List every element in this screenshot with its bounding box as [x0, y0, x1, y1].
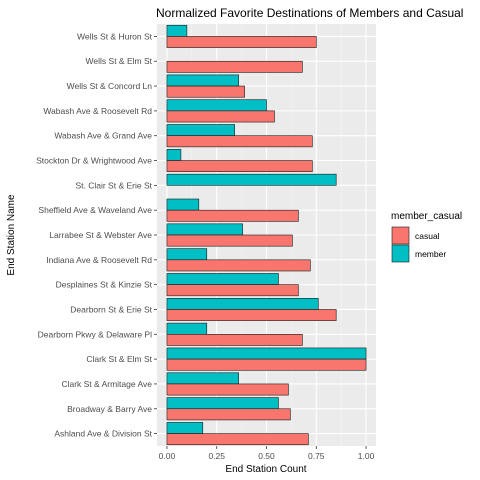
- bar-casual: [166, 284, 299, 297]
- bar-member: [166, 223, 243, 236]
- x-tick-label: 0.75: [308, 451, 325, 461]
- bar-member: [166, 372, 239, 385]
- y-tick-label: Wells St & Elm St: [86, 56, 153, 66]
- bar-member: [166, 24, 188, 37]
- bar-member: [166, 198, 200, 211]
- bar-member: [166, 322, 208, 335]
- bar-casual: [166, 408, 291, 421]
- bar-casual: [166, 135, 313, 148]
- x-tick-label: 0.25: [208, 451, 225, 461]
- bar-casual: [166, 309, 337, 321]
- x-axis-title: End Station Count: [225, 464, 306, 475]
- bar-casual: [166, 234, 293, 247]
- bar-casual: [166, 60, 303, 73]
- bar-casual: [166, 110, 275, 123]
- bars: [166, 24, 367, 446]
- bar-casual: [166, 333, 303, 346]
- x-tick-label: 0.00: [159, 451, 176, 461]
- bar-casual: [166, 160, 313, 173]
- y-tick-label: Broadway & Barry Ave: [67, 404, 152, 414]
- bar-member: [166, 273, 279, 285]
- y-tick-label: Desplaines St & Kinzie St: [56, 280, 153, 290]
- y-tick-label: Larrabee St & Webster Ave: [49, 230, 152, 240]
- y-tick-label: Sheffield Ave & Waveland Ave: [38, 205, 152, 215]
- y-tick-label: Ashland Ave & Division St: [54, 429, 152, 439]
- bar-casual: [166, 383, 289, 396]
- bar-casual: [166, 259, 311, 272]
- bar-member: [166, 422, 204, 434]
- y-tick-label: Wells St & Huron St: [77, 31, 153, 41]
- chart-title: Normalized Favorite Destinations of Memb…: [156, 6, 463, 20]
- y-tick-label: Dearborn Pkwy & Delaware Pl: [38, 329, 152, 339]
- bar-member: [166, 347, 367, 360]
- bar-member: [166, 74, 239, 87]
- bar-casual: [166, 358, 367, 371]
- bar-member: [166, 99, 267, 112]
- y-axis-title: End Station Name: [6, 194, 17, 276]
- y-tick-label: Wabash Ave & Grand Ave: [54, 131, 152, 141]
- bar-member: [166, 297, 319, 310]
- y-tick-label: Dearborn St & Erie St: [70, 304, 152, 314]
- bar-member: [166, 124, 235, 137]
- bar-member: [166, 149, 182, 161]
- legend-key-casual: [391, 226, 410, 245]
- y-tick-label: Indiana Ave & Roosevelt Rd: [46, 255, 152, 265]
- y-tick-label: St. Clair St & Erie St: [75, 180, 152, 190]
- bar-casual: [166, 85, 245, 98]
- y-tick-label: Stockton Dr & Wrightwood Ave: [36, 156, 152, 166]
- legend: member_casual casual member: [391, 211, 462, 263]
- bar-member: [166, 173, 337, 186]
- x-axis: 0.00 0.25 0.50 0.75 1.00: [159, 446, 375, 461]
- legend-label-casual: casual: [415, 231, 440, 241]
- bar-member: [166, 397, 279, 410]
- y-axis: Wells St & Huron St Wells St & Elm St Well…: [36, 31, 157, 439]
- bar-member: [166, 248, 208, 261]
- x-tick-label: 0.50: [258, 451, 275, 461]
- legend-title: member_casual: [391, 211, 462, 222]
- y-tick-label: Clark St & Armitage Ave: [61, 379, 152, 389]
- y-tick-label: Wabash Ave & Roosevelt Rd: [43, 106, 152, 116]
- bar-casual: [166, 209, 299, 222]
- y-tick-label: Wells St & Concord Ln: [67, 81, 153, 91]
- bar-casual: [166, 36, 317, 48]
- bar-casual: [166, 433, 309, 446]
- x-tick-label: 1.00: [358, 451, 375, 461]
- legend-label-member: member: [415, 249, 446, 259]
- legend-key-member: [391, 244, 410, 263]
- y-tick-label: Clark St & Elm St: [86, 354, 152, 364]
